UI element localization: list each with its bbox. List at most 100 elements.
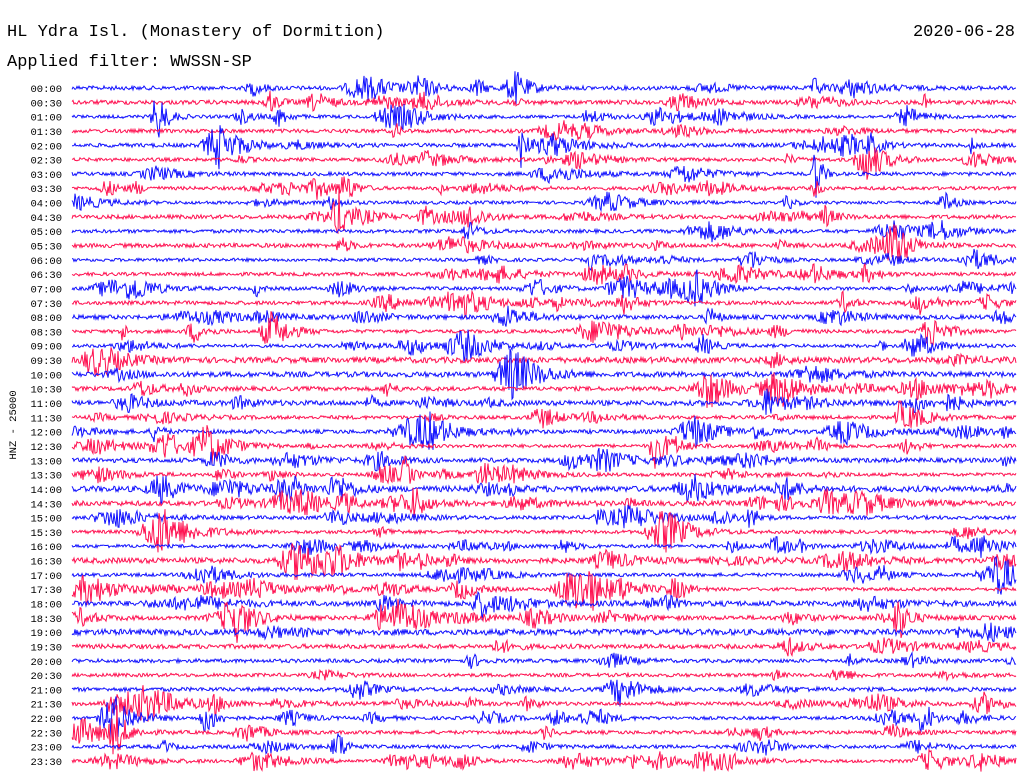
- date: 2020-06-28: [913, 23, 1015, 42]
- trace: [71, 305, 1017, 327]
- trace: [71, 388, 1017, 415]
- time-label: 05:00: [30, 227, 62, 239]
- trace: [71, 732, 1017, 756]
- trace: [71, 447, 1017, 473]
- trace: [71, 455, 1017, 485]
- time-label: 15:00: [30, 514, 62, 526]
- trace: [71, 425, 1017, 469]
- time-label: 12:30: [30, 442, 62, 454]
- time-label: 12:00: [30, 428, 62, 440]
- trace: [71, 248, 1017, 272]
- axis-label: HNZ - 25000: [8, 390, 20, 459]
- time-label: 03:00: [30, 170, 62, 182]
- time-label: 10:30: [30, 385, 62, 397]
- trace: [71, 90, 1017, 112]
- trace: [71, 668, 1017, 682]
- trace: [71, 637, 1017, 657]
- time-label: 17:30: [30, 585, 62, 597]
- trace: [71, 685, 1017, 722]
- trace: [71, 154, 1017, 198]
- time-label: 00:30: [30, 98, 62, 110]
- trace: [71, 622, 1017, 642]
- trace: [71, 329, 1017, 363]
- trace: [71, 504, 1017, 529]
- time-label: 07:00: [30, 284, 62, 296]
- time-label: 08:00: [30, 313, 62, 325]
- time-label: 09:00: [30, 342, 62, 354]
- trace: [71, 176, 1017, 200]
- trace: [71, 71, 1016, 105]
- trace: [71, 189, 1017, 235]
- time-label: 11:00: [30, 399, 62, 411]
- trace: [71, 311, 1017, 346]
- time-label: 10:00: [30, 370, 62, 382]
- trace: [71, 650, 1017, 669]
- trace: [71, 289, 1017, 319]
- trace: [71, 400, 1017, 429]
- time-label: 22:30: [30, 728, 62, 740]
- time-label: 14:00: [30, 485, 62, 497]
- trace: [71, 100, 1017, 138]
- time-label: 16:00: [30, 542, 62, 554]
- time-label: 03:30: [30, 184, 62, 196]
- trace: [71, 473, 1017, 506]
- time-label: 13:00: [30, 456, 62, 468]
- trace: [71, 120, 1017, 142]
- time-label: 14:30: [30, 499, 62, 511]
- trace: [71, 147, 1017, 180]
- rows: 00:00 00:30 01:00 01:30 02:00 02:30 03:00 03:30…: [30, 71, 1017, 772]
- time-label: 11:30: [30, 413, 62, 425]
- trace: [71, 535, 1017, 558]
- trace: [71, 543, 1017, 580]
- time-label: 04:30: [30, 213, 62, 225]
- trace: [71, 269, 1017, 307]
- time-label: 22:00: [30, 714, 62, 726]
- trace: [71, 348, 1017, 401]
- time-label: 06:00: [30, 256, 62, 268]
- trace: [71, 263, 1017, 285]
- time-label: 18:00: [30, 599, 62, 611]
- time-label: 00:00: [30, 84, 62, 96]
- time-label: 02:30: [30, 156, 62, 168]
- trace: [71, 705, 1017, 755]
- time-label: 18:30: [30, 614, 62, 626]
- time-label: 01:30: [30, 127, 62, 139]
- trace: [71, 679, 1017, 707]
- time-label: 17:00: [30, 571, 62, 583]
- time-label: 04:00: [30, 199, 62, 211]
- trace: [71, 571, 1017, 611]
- trace: [71, 487, 1017, 517]
- time-label: 09:30: [30, 356, 62, 368]
- time-label: 01:00: [30, 113, 62, 125]
- trace: [71, 220, 1017, 243]
- time-label: 19:00: [30, 628, 62, 640]
- trace: [71, 555, 1017, 595]
- station-title: HL Ydra Isl. (Monastery of Dormition): [7, 23, 384, 42]
- trace: [71, 509, 1017, 553]
- time-label: 19:30: [30, 642, 62, 654]
- time-label: 21:30: [30, 700, 62, 712]
- time-label: 23:30: [30, 757, 62, 769]
- time-label: 20:00: [30, 657, 62, 669]
- time-label: 20:30: [30, 671, 62, 683]
- time-label: 08:30: [30, 327, 62, 339]
- time-label: 05:30: [30, 242, 62, 254]
- trace: [71, 590, 1017, 621]
- trace: [71, 125, 1017, 170]
- trace: [71, 411, 1017, 450]
- trace: [71, 347, 1017, 377]
- trace: [71, 748, 1017, 772]
- time-label: 06:30: [30, 270, 62, 282]
- trace: [71, 372, 1017, 408]
- time-label: 15:30: [30, 528, 62, 540]
- trace: [71, 191, 1017, 213]
- filter: Applied filter: WWSSN-SP: [7, 53, 252, 72]
- trace: [71, 224, 1017, 263]
- time-label: 13:30: [30, 471, 62, 483]
- time-label: 16:30: [30, 557, 62, 569]
- trace: [71, 696, 1017, 740]
- time-label: 07:30: [30, 299, 62, 311]
- trace: [71, 598, 1017, 643]
- time-label: 02:00: [30, 141, 62, 153]
